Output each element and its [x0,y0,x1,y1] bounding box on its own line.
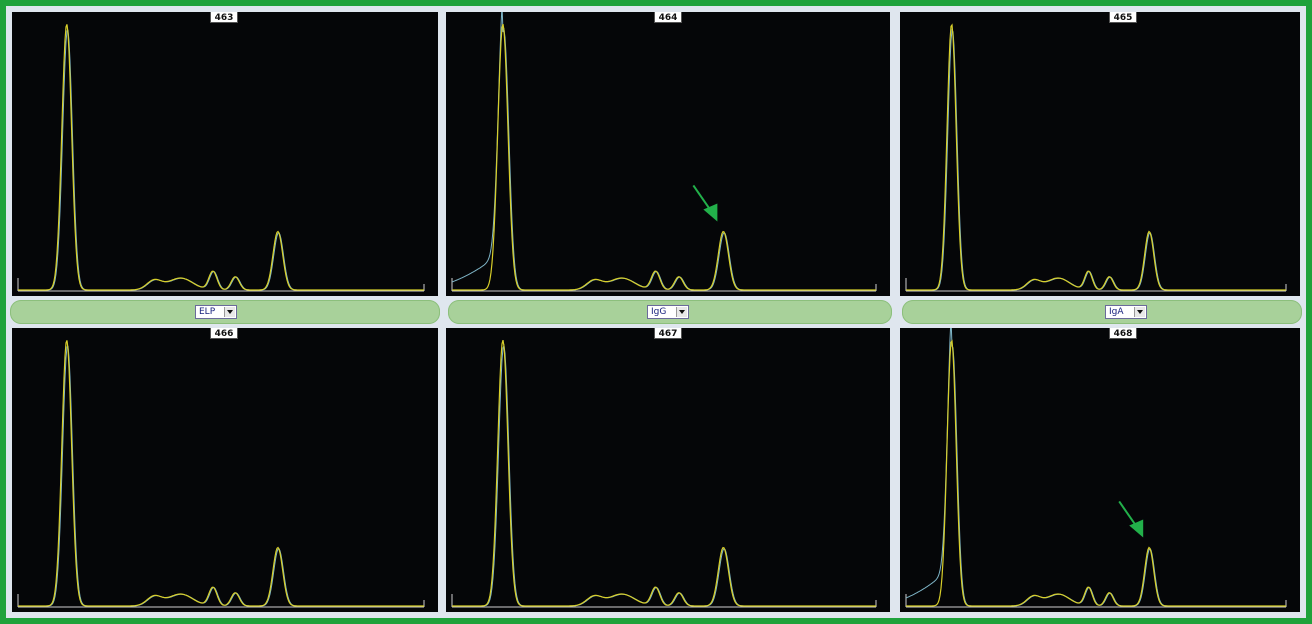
reference-trace [451,12,876,291]
sample-number-label: 466 [210,328,238,339]
trace-463 [17,24,425,292]
sample-trace [452,339,876,607]
chevron-down-icon[interactable] [224,307,235,317]
fraction-select[interactable]: IgA [1105,305,1147,319]
trace-468 [905,328,1287,608]
reference-trace [905,328,1286,607]
selector-bar-2: IgG [448,300,892,324]
select-value: ELP [199,307,216,317]
chevron-down-icon[interactable] [1134,307,1145,317]
fraction-select[interactable]: IgG [647,305,689,319]
trace-panel-465[interactable]: 465 [900,12,1300,296]
reference-trace [906,28,1286,291]
sample-trace [906,339,1286,607]
sample-number-label: 468 [1109,328,1137,339]
select-value: IgA [1109,307,1124,317]
trace-panel-466[interactable]: 466 [12,328,438,612]
fraction-select[interactable]: ELP [195,305,237,319]
sample-trace [18,340,424,607]
sample-number-label: 464 [654,12,682,23]
sample-trace [906,23,1286,291]
electrophoresis-viewer: 463 464 465 ELP IgG IgA 466 467 [6,6,1306,618]
reference-trace [18,29,424,291]
trace-467 [451,339,877,608]
trace-466 [17,340,425,608]
chevron-down-icon[interactable] [676,307,687,317]
reference-trace [18,345,424,607]
arrow-head-icon [1129,519,1144,538]
sample-trace [452,23,876,291]
trace-panel-467[interactable]: 467 [446,328,890,612]
highlight-arrow-icon [1118,500,1139,529]
selector-bar-1: ELP [10,300,440,324]
sample-number-label: 467 [654,328,682,339]
trace-panel-464[interactable]: 464 [446,12,890,296]
trace-464 [451,12,877,292]
arrow-head-icon [703,203,718,222]
selector-bar-3: IgA [902,300,1302,324]
trace-panel-463[interactable]: 463 [12,12,438,296]
trace-panel-468[interactable]: 468 [900,328,1300,612]
reference-trace [452,343,876,607]
trace-465 [905,23,1287,292]
sample-number-label: 463 [210,12,238,23]
select-value: IgG [651,307,667,317]
sample-number-label: 465 [1109,12,1137,23]
sample-trace [18,24,424,291]
highlight-arrow-icon [692,184,713,213]
